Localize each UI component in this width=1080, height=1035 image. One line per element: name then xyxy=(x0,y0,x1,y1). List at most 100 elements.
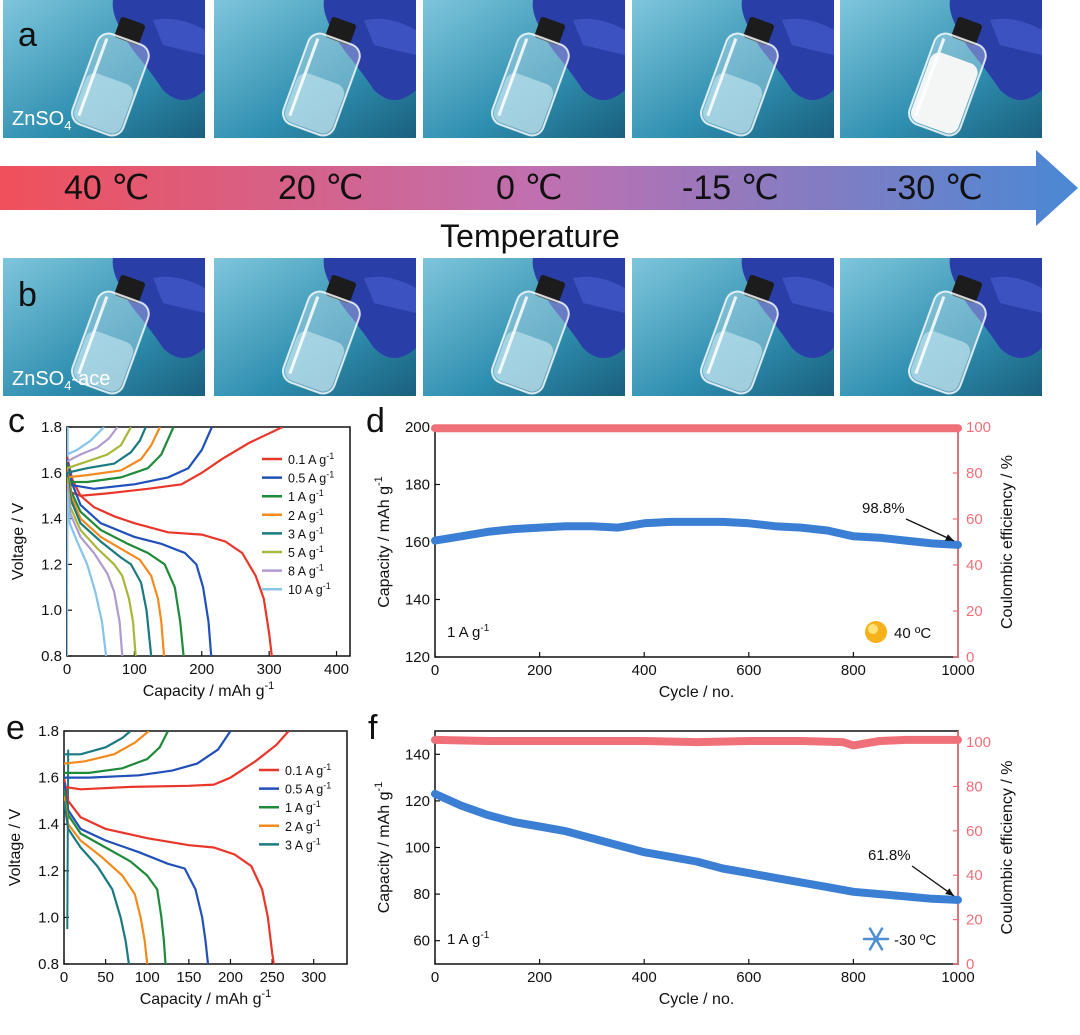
legend-label-sup: -1 xyxy=(316,488,324,498)
y-tick-label: 140 xyxy=(405,746,430,763)
vial-photo-b-5 xyxy=(840,258,1042,396)
vial-highlight xyxy=(497,296,529,375)
vial-photo-a-1 xyxy=(3,0,205,138)
legend-label-2: 0.5 A g-1 xyxy=(288,470,334,486)
y2-tick-label: 40 xyxy=(966,557,983,574)
y-tick-label: 160 xyxy=(405,534,430,551)
legend-label-7: 8 A g-1 xyxy=(288,563,324,579)
y-tick-label: 200 xyxy=(405,419,430,436)
vial-photo-a-4 xyxy=(632,0,834,138)
legend-label-sup: -1 xyxy=(316,525,324,535)
legend-label-sup: -1 xyxy=(316,563,324,573)
vial-highlight xyxy=(288,296,320,375)
discharge-curve-5 xyxy=(64,800,130,964)
y2-axis-label: Coulombic efficiency / % xyxy=(999,455,1016,629)
y-axis-label: Capacity / mAh g-1 xyxy=(373,782,393,914)
temp-label-minus30: -30 ℃ xyxy=(886,169,983,207)
x-tick-label: 1000 xyxy=(941,662,974,679)
legend-label-5: 3 A g-1 xyxy=(288,525,324,541)
x-tick-label: 100 xyxy=(135,969,160,986)
y-tick-label: 1.2 xyxy=(41,556,62,573)
plot-frame xyxy=(63,730,348,965)
y-tick-label: 180 xyxy=(405,477,430,494)
vial-icon xyxy=(490,275,570,395)
y-tick-label: 1.2 xyxy=(38,863,59,880)
y-tick-label: 140 xyxy=(405,592,430,609)
x-tick-label: 400 xyxy=(632,662,657,679)
discharge-curve-6 xyxy=(67,477,137,656)
y2-tick-label: 60 xyxy=(966,823,983,840)
legend-label-sup: -1 xyxy=(313,836,321,846)
legend-label-sup: -1 xyxy=(316,507,324,517)
glove-finger xyxy=(153,276,205,313)
x-tick-label: 400 xyxy=(632,969,657,986)
legend-label-4: 2 A g-1 xyxy=(285,818,321,834)
y-axis-label: Capacity / mAh g-1 xyxy=(373,476,393,608)
temperature-label: -30 ºC xyxy=(894,932,936,949)
panel-letter-d: d xyxy=(366,402,385,440)
y-tick-label: 60 xyxy=(413,933,430,950)
y-tick-label: 1.0 xyxy=(38,909,59,926)
legend-label-4: 2 A g-1 xyxy=(288,507,324,523)
y2-axis-label: Coulombic efficiency / % xyxy=(999,761,1016,935)
y-tick-label: 1.8 xyxy=(38,723,59,740)
frozen-electrolyte xyxy=(910,52,978,134)
caption-tail: -ace xyxy=(71,368,111,390)
x-tick-label: 50 xyxy=(97,969,114,986)
x-tick-label: 0 xyxy=(60,969,68,986)
panel-letter-f: f xyxy=(368,709,378,747)
vial-icon xyxy=(70,275,150,395)
vial-icon xyxy=(699,17,779,137)
glove-finger xyxy=(782,276,834,313)
snowflake-icon xyxy=(862,927,890,951)
vial-photo-a-3 xyxy=(423,0,625,138)
temperature-arrow xyxy=(0,150,1078,226)
y-tick-label: 1.4 xyxy=(41,511,62,528)
x-tick-label: 250 xyxy=(260,969,285,986)
charge-curve-4 xyxy=(67,427,161,479)
legend-label-3: 1 A g-1 xyxy=(285,799,321,815)
panel-letter-e: e xyxy=(6,709,25,747)
vial-icon xyxy=(281,17,361,137)
y2-tick-label: 100 xyxy=(966,419,991,436)
legend-label-sup: -1 xyxy=(323,781,331,791)
vial-highlight xyxy=(706,38,738,117)
vial-highlight xyxy=(497,38,529,117)
y-tick-label: 1.6 xyxy=(41,465,62,482)
vial-highlight xyxy=(914,38,946,117)
legend-label-sup: -1 xyxy=(326,451,334,461)
sun-icon xyxy=(865,621,887,643)
x-tick-label: 300 xyxy=(257,661,282,678)
legend-label-sup: -1 xyxy=(316,544,324,554)
glove-finger xyxy=(364,276,416,313)
temp-label-20: 20 ℃ xyxy=(278,169,364,207)
y2-tick-label: 0 xyxy=(966,956,974,973)
x-tick-label: 200 xyxy=(218,969,243,986)
y-axis-label-sup: -1 xyxy=(373,476,385,486)
y-tick-label: 120 xyxy=(405,649,430,666)
y-axis-label-sup: -1 xyxy=(373,782,385,792)
x-tick-label: 0 xyxy=(431,662,439,679)
caption-main: ZnSO xyxy=(12,368,65,390)
glove-finger xyxy=(153,18,205,55)
discharge-curve-4 xyxy=(67,468,166,656)
charge-curve-3 xyxy=(67,427,175,484)
discharge-curve-4 xyxy=(64,796,149,964)
vial-icon xyxy=(281,275,361,395)
vial-highlight xyxy=(706,296,738,375)
condition-label-sup: -1 xyxy=(480,623,489,634)
glove-finger xyxy=(990,18,1042,55)
charge-curve-4 xyxy=(64,731,150,765)
y-tick-label: 1.4 xyxy=(38,816,59,833)
caption-sub: 4 xyxy=(64,378,72,393)
charge-curve-1 xyxy=(64,731,290,791)
vial-icon xyxy=(699,275,779,395)
retention-annotation: 98.8% xyxy=(862,500,905,517)
y2-tick-label: 80 xyxy=(966,465,983,482)
y2-tick-label: 20 xyxy=(966,912,983,929)
discharge-curve-7 xyxy=(67,484,124,656)
discharge-curve-1 xyxy=(64,777,275,964)
legend-label-sup: -1 xyxy=(313,818,321,828)
x-tick-label: 400 xyxy=(324,661,349,678)
y-tick-label: 0.8 xyxy=(41,648,62,665)
